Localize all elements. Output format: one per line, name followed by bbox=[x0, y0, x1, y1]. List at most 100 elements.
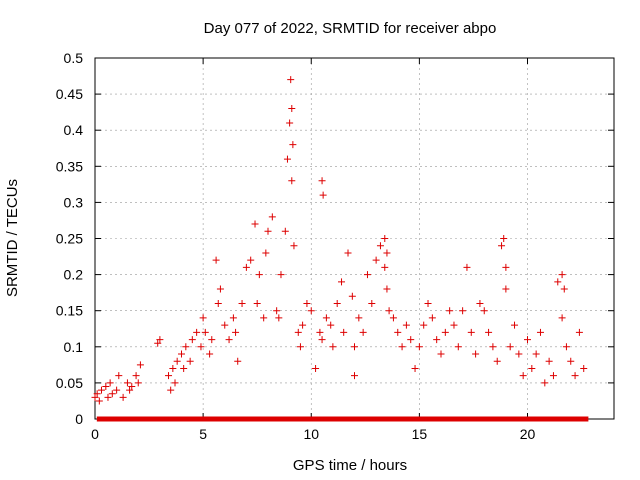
data-point-square bbox=[220, 416, 226, 422]
data-point-plus bbox=[329, 343, 337, 351]
data-point-plus bbox=[415, 343, 423, 351]
data-point-plus bbox=[536, 328, 544, 336]
data-point-plus bbox=[351, 343, 358, 351]
data-point-plus bbox=[229, 314, 237, 322]
data-point-plus bbox=[545, 357, 553, 365]
y-tick-label: 0.2 bbox=[64, 267, 84, 283]
data-point-square bbox=[119, 416, 125, 422]
data-point-plus bbox=[338, 278, 346, 286]
data-point-square bbox=[323, 416, 329, 422]
data-point-square bbox=[174, 416, 180, 422]
data-point-plus bbox=[128, 383, 136, 391]
data-point-plus bbox=[368, 299, 376, 307]
data-point-plus bbox=[359, 328, 367, 336]
data-point-square bbox=[460, 416, 466, 422]
data-point-plus bbox=[136, 361, 144, 369]
data-point-square bbox=[203, 416, 209, 422]
y-tick-label: 0.05 bbox=[56, 375, 83, 391]
data-point-square bbox=[440, 416, 446, 422]
data-point-plus bbox=[294, 328, 302, 336]
data-point-square bbox=[382, 416, 388, 422]
data-point-square bbox=[291, 416, 297, 422]
data-point-square bbox=[268, 416, 274, 422]
data-point-plus bbox=[221, 321, 229, 329]
data-point-plus bbox=[560, 285, 568, 293]
data-point-square bbox=[100, 416, 106, 422]
data-point-plus bbox=[463, 263, 471, 271]
data-point-plus bbox=[318, 336, 326, 344]
data-point-plus bbox=[260, 314, 268, 322]
data-point-square bbox=[417, 416, 423, 422]
data-point-plus bbox=[216, 285, 224, 293]
data-point-plus bbox=[398, 343, 406, 351]
data-point-square bbox=[525, 416, 530, 422]
data-point-square bbox=[343, 416, 349, 422]
data-point-plus bbox=[91, 393, 99, 401]
data-point-square bbox=[317, 416, 323, 422]
data-point-plus bbox=[519, 372, 527, 380]
data-point-plus bbox=[286, 119, 294, 127]
data-point-square bbox=[557, 416, 563, 422]
data-point-square bbox=[392, 416, 398, 422]
data-point-plus bbox=[355, 314, 363, 322]
data-point-square bbox=[379, 416, 385, 422]
data-point-square bbox=[177, 416, 183, 422]
data-point-square bbox=[184, 416, 190, 422]
data-point-plus bbox=[262, 249, 270, 257]
data-point-plus bbox=[454, 343, 462, 351]
data-point-square bbox=[239, 416, 245, 422]
data-point-square bbox=[307, 416, 313, 422]
data-point-square bbox=[528, 416, 534, 422]
data-point-plus bbox=[344, 249, 352, 257]
data-point-plus bbox=[251, 220, 259, 228]
data-point-square bbox=[314, 416, 320, 422]
data-point-plus bbox=[188, 336, 196, 344]
data-point-square bbox=[550, 416, 556, 422]
data-point-plus bbox=[180, 364, 188, 372]
data-point-plus bbox=[281, 227, 289, 235]
data-point-plus bbox=[575, 328, 583, 336]
data-point-plus bbox=[201, 328, 209, 336]
data-point-square bbox=[116, 416, 122, 422]
data-point-square bbox=[401, 416, 407, 422]
data-point-plus bbox=[182, 343, 190, 351]
data-point-plus bbox=[562, 343, 570, 351]
data-point-plus bbox=[363, 271, 371, 279]
data-point-square bbox=[476, 416, 482, 422]
data-point-square bbox=[385, 416, 391, 422]
x-axis-ticks: 0 5 10 15 20 bbox=[91, 58, 535, 442]
data-point-square bbox=[505, 416, 511, 422]
data-point-plus bbox=[383, 285, 391, 293]
data-point-plus bbox=[253, 299, 261, 307]
data-point-plus bbox=[502, 263, 510, 271]
data-point-plus bbox=[287, 76, 295, 84]
data-point-square bbox=[573, 416, 579, 422]
data-point-plus bbox=[212, 256, 220, 264]
data-point-plus bbox=[312, 364, 320, 372]
data-point-square bbox=[411, 416, 417, 422]
y-tick-label: 0.3 bbox=[64, 194, 84, 210]
data-point-plus bbox=[500, 235, 508, 242]
data-point-plus bbox=[383, 249, 391, 257]
data-point-plus bbox=[480, 307, 488, 315]
data-point-plus bbox=[441, 328, 449, 336]
data-point-plus bbox=[333, 299, 341, 307]
x-tick-label: 20 bbox=[520, 426, 536, 442]
data-point-plus bbox=[420, 321, 428, 329]
data-point-plus bbox=[389, 314, 397, 322]
data-point-plus bbox=[119, 393, 127, 401]
data-point-square bbox=[508, 416, 514, 422]
data-point-square bbox=[369, 416, 375, 422]
data-point-plus bbox=[169, 364, 177, 372]
data-point-plus bbox=[197, 343, 205, 351]
data-point-square bbox=[304, 416, 310, 422]
x-tick-label: 5 bbox=[199, 426, 207, 442]
data-point-square bbox=[148, 416, 154, 422]
data-point-square bbox=[450, 416, 456, 422]
data-point-square bbox=[310, 416, 316, 422]
data-point-square bbox=[216, 416, 222, 422]
data-point-plus bbox=[319, 191, 327, 199]
data-point-square bbox=[346, 416, 352, 422]
data-point-plus bbox=[322, 314, 330, 322]
